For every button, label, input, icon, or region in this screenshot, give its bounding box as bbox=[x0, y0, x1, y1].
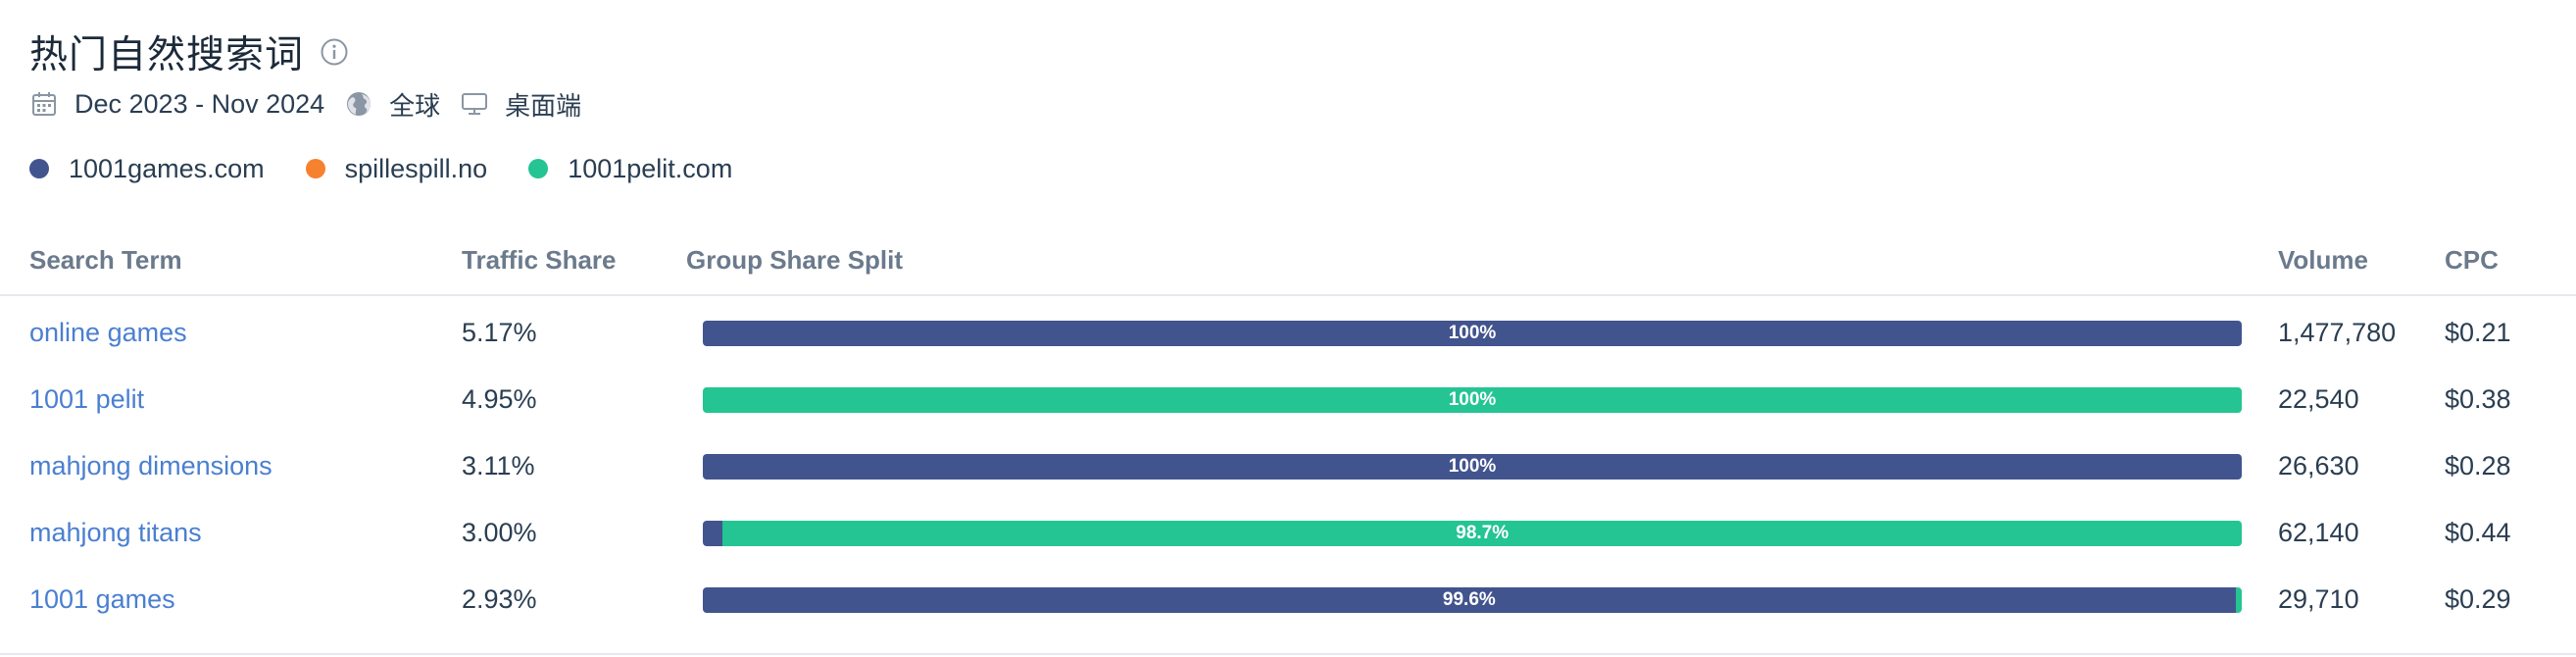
share-segment bbox=[703, 387, 2242, 413]
group-share-bar[interactable]: 99.6% bbox=[703, 587, 2242, 613]
group-share-bar[interactable]: 98.7% bbox=[703, 521, 2242, 546]
legend-item[interactable]: spillespill.no bbox=[305, 153, 488, 184]
date-range: Dec 2023 - Nov 2024 bbox=[74, 88, 325, 119]
search-term-link[interactable]: mahjong dimensions bbox=[29, 451, 272, 480]
legend-label: spillespill.no bbox=[344, 153, 488, 183]
traffic-share-value: 5.17% bbox=[462, 318, 537, 347]
share-percent-label: 98.7% bbox=[1456, 523, 1510, 543]
share-segment bbox=[703, 587, 2236, 613]
desktop-icon bbox=[460, 89, 489, 119]
search-terms-table: Search Term Traffic Share Group Share Sp… bbox=[0, 239, 2576, 632]
widget-title: 热门自然搜索词 bbox=[29, 33, 305, 77]
search-term-link[interactable]: 1001 games bbox=[29, 584, 175, 614]
share-segment bbox=[2235, 587, 2242, 613]
group-share-bar[interactable]: 100% bbox=[703, 454, 2242, 480]
volume-value: 1,477,780 bbox=[2278, 318, 2397, 347]
traffic-share-value: 4.95% bbox=[462, 384, 537, 414]
table-body: online games 5.17% 100% 1,477,780 $0.21 1001 … bbox=[0, 299, 2576, 632]
device: 桌面端 bbox=[505, 91, 582, 122]
globe-icon bbox=[344, 89, 373, 119]
title-row: 热门自然搜索词 bbox=[29, 24, 601, 80]
column-header-group-share-split[interactable]: Group Share Split bbox=[686, 245, 904, 275]
traffic-share-value: 3.00% bbox=[462, 518, 537, 547]
table-row: mahjong dimensions 3.11% 100% 26,630 $0.28 bbox=[0, 432, 2576, 499]
table-row: 1001 games 2.93% 99.6% 29,710 $0.29 bbox=[0, 566, 2576, 632]
share-percent-label: 99.6% bbox=[1442, 589, 1496, 610]
share-segment bbox=[703, 321, 2242, 346]
share-segment bbox=[703, 454, 2242, 480]
volume-value: 26,630 bbox=[2278, 451, 2359, 480]
column-header-cpc[interactable]: CPC bbox=[2445, 245, 2499, 275]
legend-dot-icon bbox=[528, 159, 549, 178]
divider bbox=[0, 653, 2576, 655]
widget-header: 热门自然搜索词 Dec 2023 - Nov 2024 bbox=[29, 24, 601, 127]
cpc-value: $0.29 bbox=[2445, 584, 2511, 614]
legend-dot-icon bbox=[305, 159, 325, 178]
legend-item[interactable]: 1001games.com bbox=[29, 154, 265, 184]
traffic-share-value: 2.93% bbox=[462, 584, 537, 614]
legend-dot-icon bbox=[29, 159, 49, 178]
info-icon[interactable] bbox=[320, 37, 349, 67]
group-share-bar[interactable]: 100% bbox=[703, 387, 2242, 413]
volume-value: 62,140 bbox=[2278, 518, 2359, 547]
region: 全球 bbox=[389, 91, 441, 122]
cpc-value: $0.21 bbox=[2445, 318, 2511, 347]
filters-row: Dec 2023 - Nov 2024 全球 桌面端 bbox=[29, 80, 601, 127]
table-header: Search Term Traffic Share Group Share Sp… bbox=[0, 239, 2576, 296]
traffic-share-value: 3.11% bbox=[462, 451, 535, 480]
legend-item[interactable]: 1001pelit.com bbox=[528, 154, 732, 184]
cpc-value: $0.38 bbox=[2445, 384, 2511, 414]
share-segment bbox=[703, 521, 723, 546]
search-term-link[interactable]: online games bbox=[29, 318, 187, 347]
share-segment bbox=[722, 521, 2242, 546]
volume-value: 22,540 bbox=[2278, 384, 2359, 414]
table-row: mahjong titans 3.00% 98.7% 62,140 $0.44 bbox=[0, 499, 2576, 566]
volume-value: 29,710 bbox=[2278, 584, 2359, 614]
calendar-icon bbox=[29, 89, 59, 119]
table-row: online games 5.17% 100% 1,477,780 $0.21 bbox=[0, 299, 2576, 366]
group-share-bar[interactable]: 100% bbox=[703, 321, 2242, 346]
column-header-traffic-share[interactable]: Traffic Share bbox=[462, 245, 617, 275]
table-row: 1001 pelit 4.95% 100% 22,540 $0.38 bbox=[0, 366, 2576, 432]
legend-label: 1001pelit.com bbox=[568, 153, 733, 183]
share-percent-label: 100% bbox=[1448, 323, 1497, 343]
column-header-search-term[interactable]: Search Term bbox=[29, 245, 182, 275]
cpc-value: $0.28 bbox=[2445, 451, 2511, 480]
share-percent-label: 100% bbox=[1448, 389, 1497, 410]
search-term-link[interactable]: mahjong titans bbox=[29, 518, 202, 547]
column-header-volume[interactable]: Volume bbox=[2278, 245, 2368, 275]
share-percent-label: 100% bbox=[1448, 456, 1497, 477]
legend-label: 1001games.com bbox=[69, 153, 265, 183]
search-term-link[interactable]: 1001 pelit bbox=[29, 384, 145, 414]
cpc-value: $0.44 bbox=[2445, 518, 2511, 547]
legend: 1001games.com spillespill.no 1001pelit.c… bbox=[29, 147, 773, 190]
